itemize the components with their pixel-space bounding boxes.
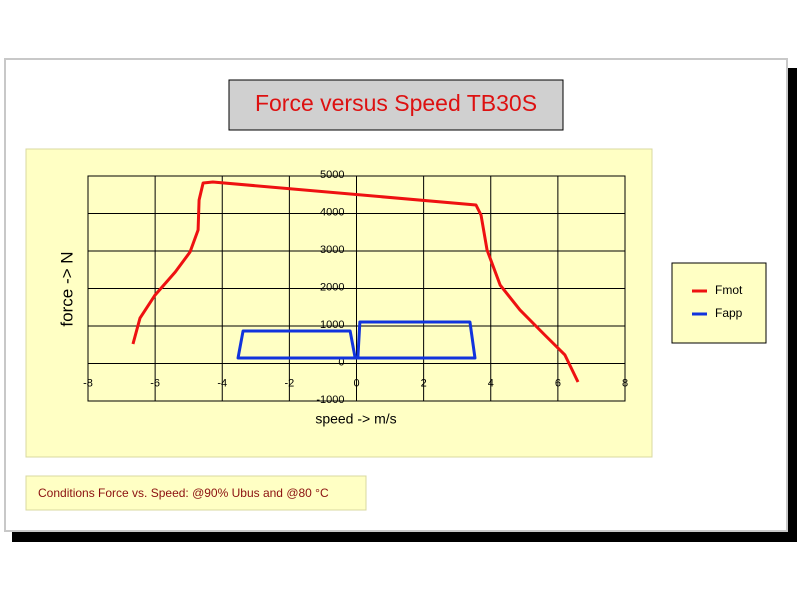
chart-title: Force versus Speed TB30S [255, 90, 537, 116]
x-tick-label: -2 [284, 377, 294, 389]
y-tick-label: 5000 [320, 169, 344, 181]
y-tick-label: 4000 [320, 206, 344, 218]
x-axis-label: speed -> m/s [315, 411, 396, 427]
plot-background [25, 148, 653, 458]
x-tick-label: 4 [488, 377, 494, 389]
y-tick-label: 2000 [320, 281, 344, 293]
footnote-box [25, 475, 367, 511]
series-line [236, 320, 477, 360]
y-tick-label: 3000 [320, 244, 344, 256]
legend-label: Fmot [715, 283, 743, 297]
y-tick-label: 1000 [320, 319, 344, 331]
plot-frame [87, 175, 626, 402]
y-axis-label: force -> N [57, 251, 76, 326]
x-tick-label: -6 [150, 377, 160, 389]
y-tick-label: 0 [338, 356, 344, 368]
x-tick-label: -4 [217, 377, 227, 389]
y-tick-label: -1000 [316, 394, 344, 406]
series-line [131, 180, 580, 383]
x-tick-label: 2 [421, 377, 427, 389]
legend-box [671, 262, 767, 344]
x-tick-label: 6 [555, 377, 561, 389]
footnote: Conditions Force vs. Speed: @90% Ubus an… [38, 486, 329, 500]
x-tick-label: 0 [353, 377, 359, 389]
legend-label: Fapp [715, 306, 743, 320]
title-box [228, 79, 564, 131]
